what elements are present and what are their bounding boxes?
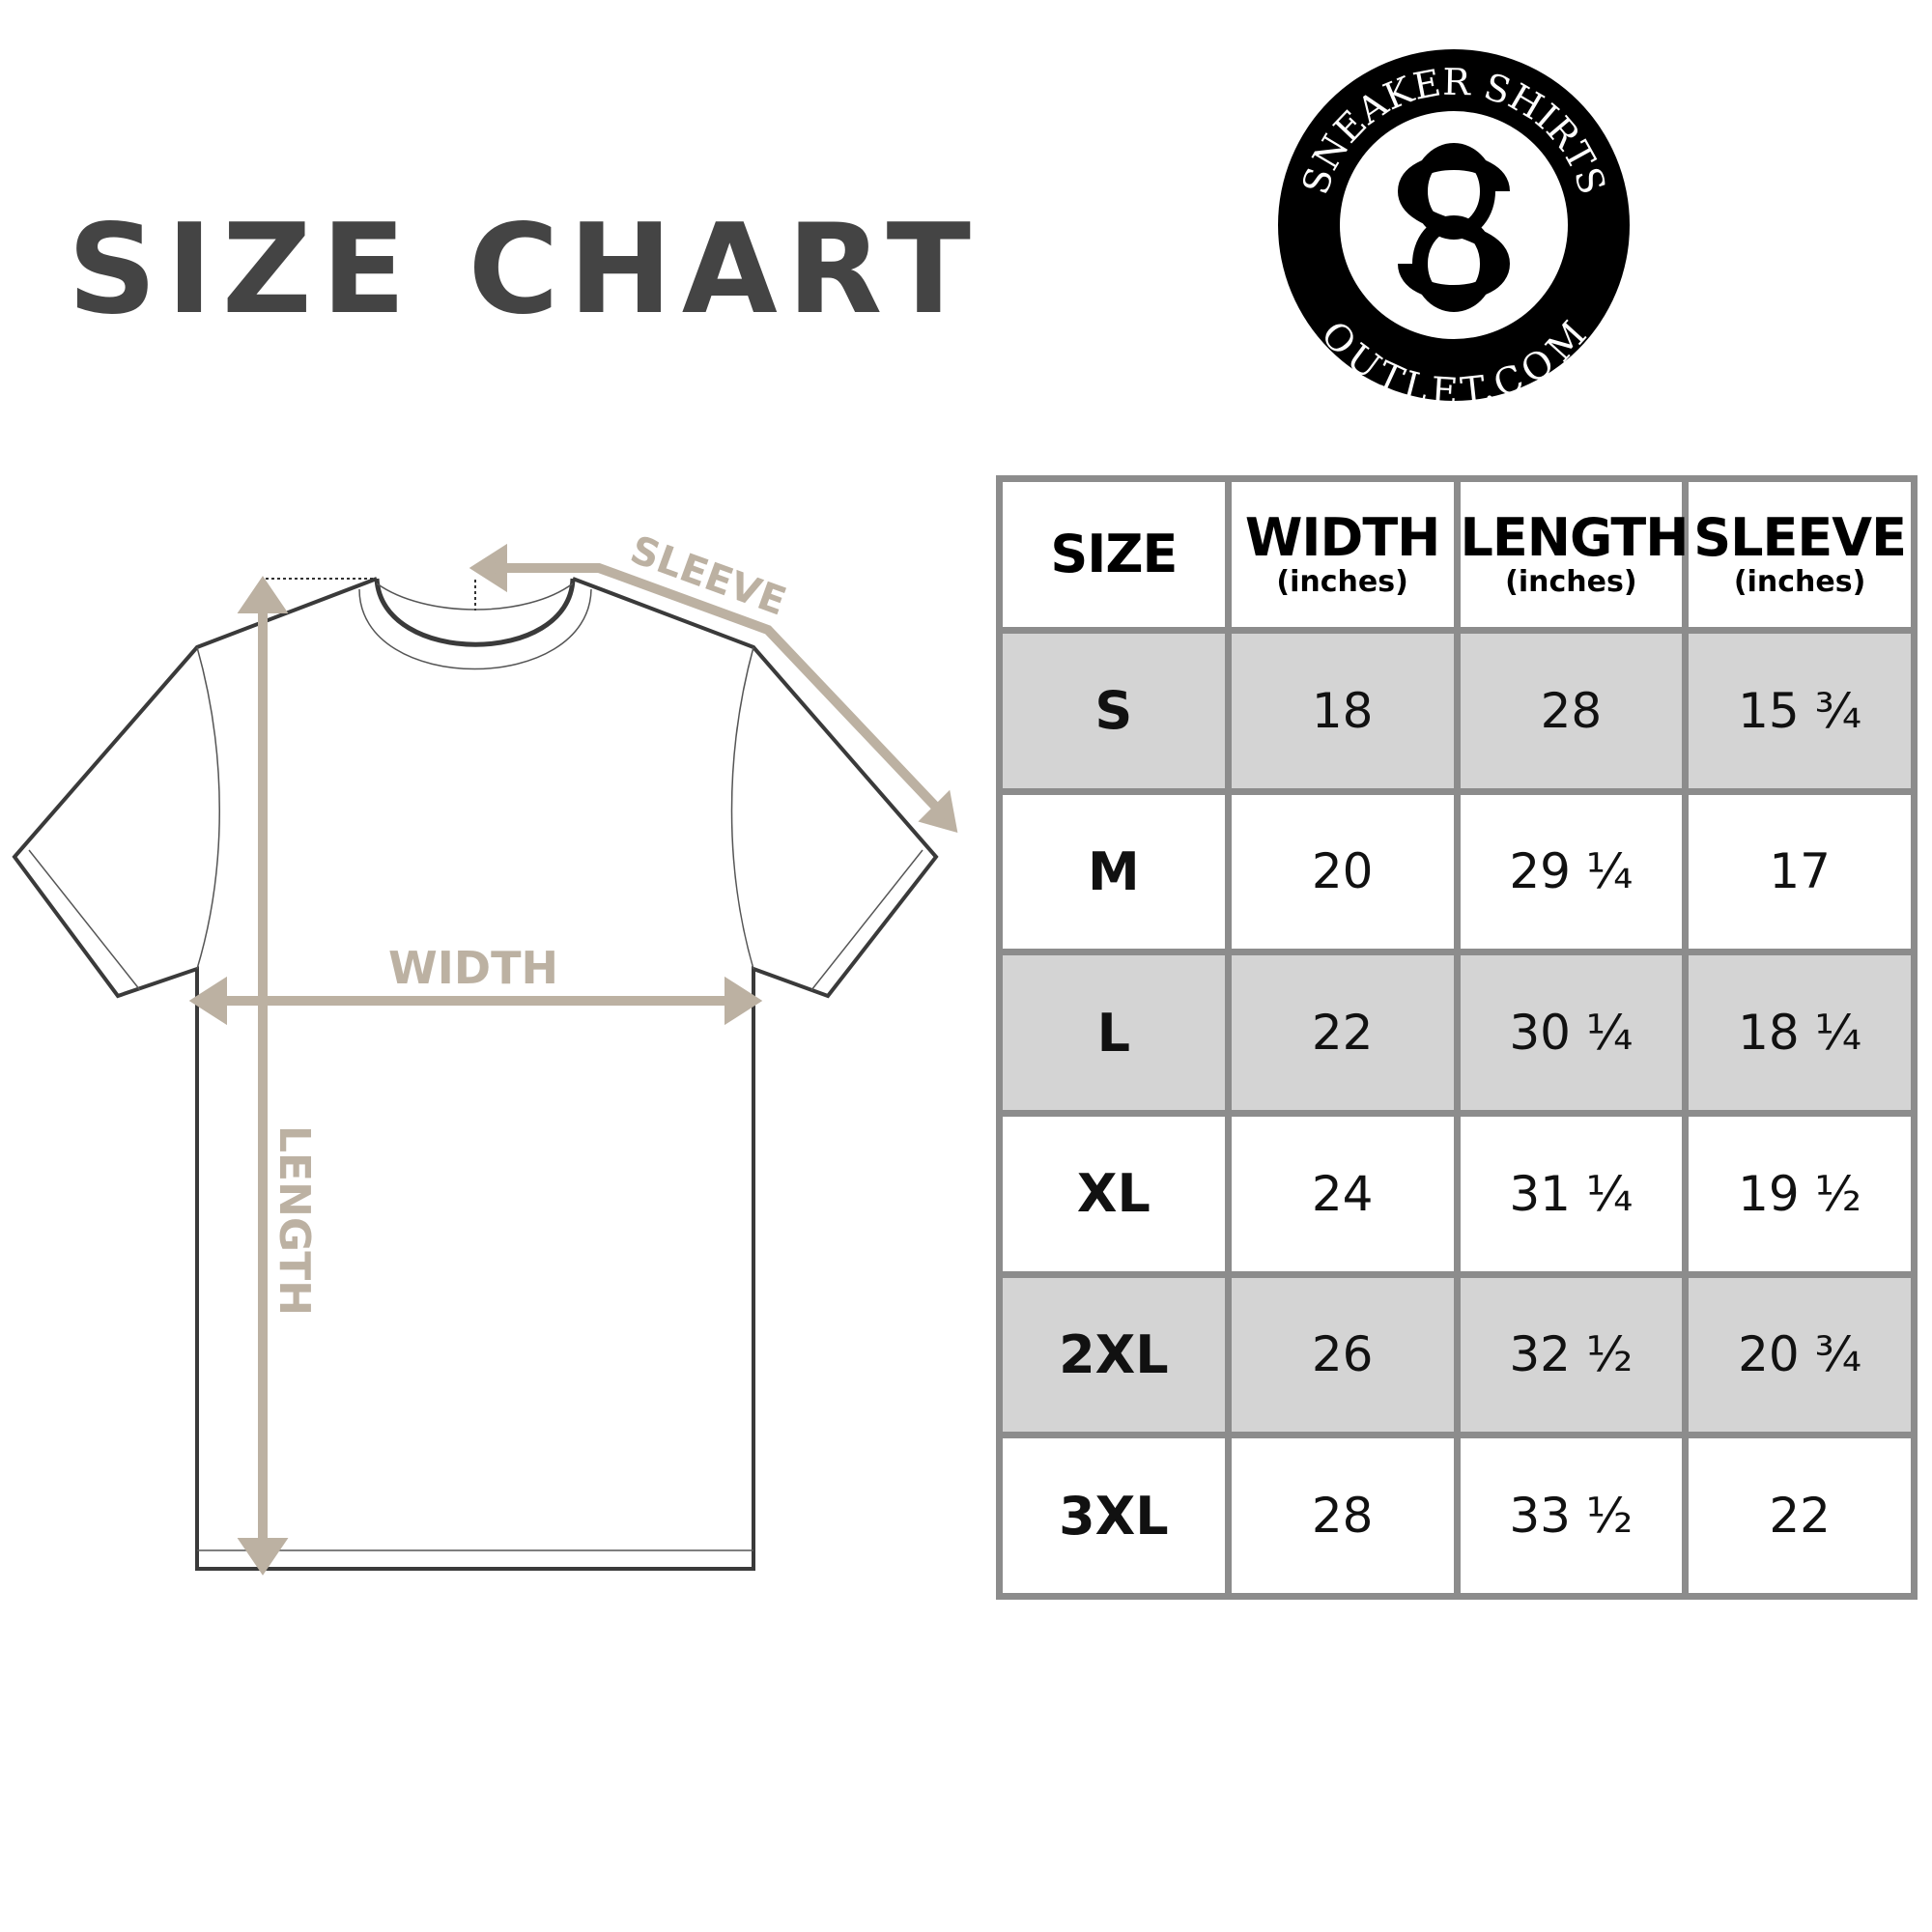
size-table: SIZE WIDTH (inches) LENGTH (inches) SLEEVE…: [996, 475, 1918, 1600]
length-arrow-head-top: [237, 576, 289, 613]
sleeve-cell: 15 ¾: [1682, 627, 1918, 795]
table-row: XL 24 31 ¼ 19 ½: [996, 1109, 1918, 1278]
sleeve-cell: 17: [1682, 787, 1918, 956]
size-cell: M: [996, 787, 1232, 956]
header-size: SIZE: [996, 475, 1232, 634]
length-cell: 33 ½: [1453, 1432, 1690, 1600]
size-cell: XL: [996, 1109, 1232, 1278]
width-cell: 22: [1224, 949, 1461, 1117]
header-sleeve: SLEEVE (inches): [1682, 475, 1918, 634]
sneaker-shirts-outlet-logo: SNEAKER SHIRTS OUTLET.COM: [1278, 49, 1630, 404]
table-row: M 20 29 ¼ 17: [996, 787, 1918, 956]
length-cell: 29 ¼: [1453, 787, 1690, 956]
sleeve-cell: 22: [1682, 1432, 1918, 1600]
width-cell: 26: [1224, 1270, 1461, 1439]
header-length: LENGTH (inches): [1453, 475, 1689, 634]
width-cell: 28: [1224, 1432, 1461, 1600]
table-row: L 22 30 ¼ 18 ¼: [996, 949, 1918, 1117]
size-cell: S: [996, 627, 1232, 795]
width-cell: 24: [1224, 1109, 1461, 1278]
table-row: 2XL 26 32 ½ 20 ¾: [996, 1270, 1918, 1439]
sleeve-cell: 20 ¾: [1682, 1270, 1918, 1439]
length-cell: 28: [1453, 627, 1690, 795]
length-cell: 32 ½: [1453, 1270, 1690, 1439]
size-cell: 2XL: [996, 1270, 1232, 1439]
width-cell: 18: [1224, 627, 1461, 795]
tshirt-outline: [12, 577, 939, 1571]
sleeve-cell: 19 ½: [1682, 1109, 1918, 1278]
measurement-arrows: [188, 543, 958, 1576]
width-label: WIDTH: [388, 942, 558, 994]
table-row: S 18 28 15 ¾: [996, 627, 1918, 795]
header-width: WIDTH (inches): [1224, 475, 1461, 634]
length-cell: 31 ¼: [1453, 1109, 1690, 1278]
table-header-row: SIZE WIDTH (inches) LENGTH (inches) SLEEVE…: [996, 475, 1918, 634]
page-title: SIZE CHART: [68, 198, 980, 342]
sleeve-cell: 18 ¼: [1682, 949, 1918, 1117]
size-cell: L: [996, 949, 1232, 1117]
length-arrow-head-bottom: [237, 1538, 289, 1576]
width-cell: 20: [1224, 787, 1461, 956]
size-cell: 3XL: [996, 1432, 1232, 1600]
length-cell: 30 ¼: [1453, 949, 1690, 1117]
length-label: LENGTH: [270, 1125, 319, 1316]
sleeve-arrow: [488, 563, 949, 820]
table-row: 3XL 28 33 ½ 22: [996, 1432, 1918, 1600]
tshirt-measurement-diagram: WIDTH LENGTH SLEEVE: [12, 527, 958, 1576]
